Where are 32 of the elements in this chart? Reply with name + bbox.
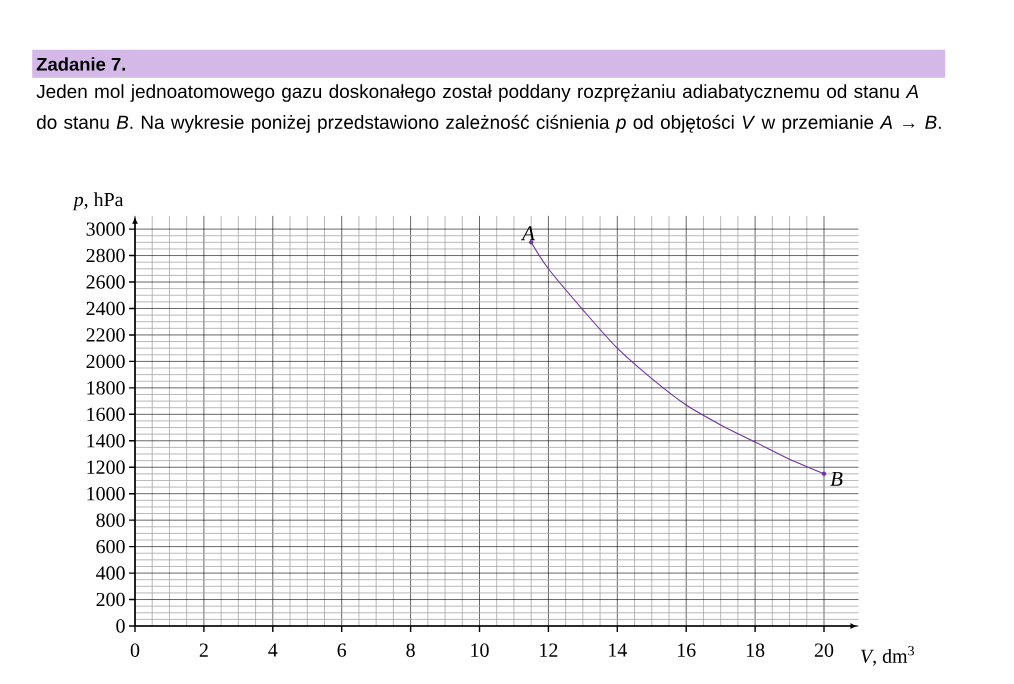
y-axis-title: p, hPa: [72, 192, 124, 211]
y-tick-label: 1800: [87, 381, 125, 395]
y-tick-label: 600: [96, 539, 125, 554]
y-tick-label: 2400: [86, 301, 125, 316]
x-tick-label: 2: [199, 643, 208, 657]
y-tick-label: 2000: [86, 354, 125, 369]
annotation: A: [520, 226, 535, 241]
y-tick-label: 2200: [86, 328, 125, 342]
y-tick-label: 1400: [87, 434, 125, 448]
x-tick-label: 12: [540, 643, 558, 657]
y-tick-label: 200: [96, 592, 125, 607]
x-tick-label: 4: [268, 643, 278, 657]
x-tick-label: 10: [471, 643, 489, 657]
y-tick-label: 1600: [87, 407, 125, 422]
x-tick-label: 16: [677, 643, 696, 657]
x-tick-label: 0: [130, 643, 140, 657]
y-tick-label: 400: [96, 566, 125, 580]
y-tick-label: 0: [116, 619, 125, 633]
x-tick-label: 20: [814, 643, 834, 657]
annotation: B: [830, 471, 843, 486]
y-tick-label: 1000: [87, 486, 125, 501]
x-tick-label: 14: [609, 643, 627, 657]
y-tick-label: 2800: [86, 248, 125, 263]
x-tick-label: 18: [746, 643, 765, 657]
y-tick-label: 1200: [87, 460, 125, 474]
x-tick-label: 6: [337, 643, 347, 657]
y-tick-label: 3000: [86, 222, 125, 236]
chart-title: Zadanie 7.: [36, 57, 126, 71]
y-tick-label: 800: [96, 513, 125, 527]
x-tick-label: 8: [406, 643, 415, 657]
x-axis-title: V, dm$^{3}$: [861, 645, 915, 666]
y-tick-label: 2600: [86, 275, 125, 289]
